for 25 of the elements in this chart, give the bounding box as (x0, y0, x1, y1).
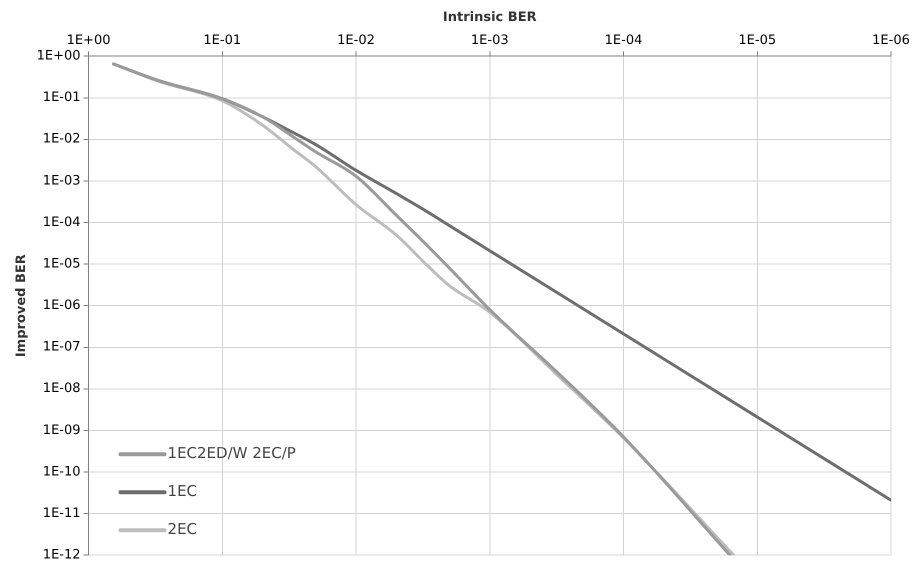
y-tick-label: 1E-08 (42, 381, 81, 396)
x-axis-title: Intrinsic BER (442, 10, 537, 26)
y-tick-label: 1E-02 (42, 132, 81, 147)
x-tick-label: 1E-05 (738, 32, 776, 48)
y-tick-label: 1E+00 (36, 48, 81, 64)
y-tick-label: 1E-01 (42, 90, 81, 106)
y-tick-label: 1E-07 (42, 340, 81, 355)
y-tick-label: 1E-09 (42, 422, 81, 438)
y-tick-label: 1E-11 (42, 506, 81, 521)
x-tick-label: 1E-01 (203, 32, 242, 48)
legend-label: 2EC (168, 520, 198, 538)
x-tick-label: 1E-04 (604, 32, 642, 48)
x-tick-label: 1E-03 (470, 32, 509, 48)
legend-label: 1EC (168, 482, 198, 500)
y-tick-label: 1E-12 (42, 548, 81, 563)
y-tick-label: 1E-04 (42, 214, 81, 230)
y-tick-label: 1E-05 (42, 256, 81, 272)
legend-label: 1EC2ED/W 2EC/P (168, 444, 296, 462)
x-tick-label: 1E-06 (872, 32, 910, 48)
y-tick-label: 1E-06 (42, 298, 81, 314)
y-axis-title: Improved BER (14, 254, 30, 358)
x-tick-label: 1E+00 (66, 32, 110, 48)
y-tick-label: 1E-03 (42, 173, 81, 188)
y-tick-label: 1E-10 (42, 464, 81, 480)
x-tick-label: 1E-02 (337, 32, 375, 48)
